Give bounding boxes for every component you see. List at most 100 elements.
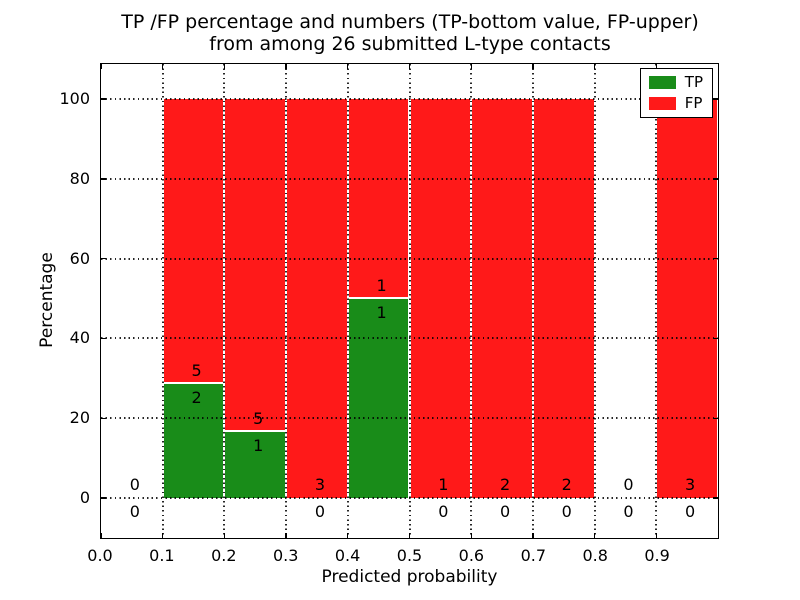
x-tick-label: 0.4: [334, 546, 361, 565]
tp-count-label: 0: [314, 502, 326, 521]
x-tick-label: 0.2: [211, 546, 237, 565]
y-tick-mark: [713, 417, 718, 419]
fp-count-label: 3: [314, 475, 326, 494]
x-tick-mark: [470, 64, 472, 69]
x-tick-label: 0.5: [396, 546, 423, 565]
x-tick-mark: [532, 64, 534, 69]
legend-label-tp: TP: [684, 73, 703, 91]
fp-count-label: 2: [499, 475, 511, 494]
tp-count-label: 0: [499, 502, 511, 521]
x-tick-mark: [347, 533, 349, 538]
fp-count-label: 1: [376, 275, 387, 295]
x-tick-mark: [470, 533, 472, 538]
y-tick-mark: [101, 337, 106, 340]
chart-title: TP /FP percentage and numbers (TP-bottom…: [90, 11, 730, 55]
legend-swatch-fp-icon: [648, 97, 676, 110]
y-tick-label: 60: [69, 248, 90, 268]
tp-count-label: 0: [438, 502, 449, 521]
gridline-vertical: [161, 64, 164, 538]
y-tick-mark: [101, 178, 106, 180]
legend: TP FP: [639, 68, 713, 118]
gridline-vertical: [223, 64, 226, 538]
tp-count-label: 0: [685, 502, 696, 521]
fp-count-label: 3: [685, 475, 696, 494]
y-tick-label: 40: [69, 328, 90, 348]
gridline-vertical: [655, 64, 658, 538]
y-tick-mark: [101, 98, 106, 100]
gridline-vertical: [531, 64, 534, 538]
bar-fp-segment: [410, 99, 471, 498]
y-tick-label: 100: [59, 89, 90, 108]
y-tick-mark: [101, 417, 106, 419]
x-tick-mark: [593, 64, 596, 69]
gridline-vertical: [593, 64, 596, 538]
y-tick-mark: [713, 337, 718, 340]
bar-fp-segment: [163, 99, 224, 382]
tp-count-label: 0: [129, 502, 140, 521]
fp-count-label: 5: [191, 361, 202, 380]
bar-tp-segment: [163, 384, 224, 498]
x-tick-mark: [347, 64, 349, 69]
fp-count-label: 5: [253, 408, 264, 428]
bar-tp-segment: [225, 431, 286, 498]
tp-count-label: 1: [376, 302, 387, 322]
x-tick-mark: [223, 64, 226, 69]
y-tick-mark: [713, 497, 718, 499]
bar-fp-segment: [225, 99, 286, 430]
y-tick-label: 0: [79, 488, 90, 507]
x-tick-label: 0.3: [272, 546, 299, 565]
fp-count-label: 1: [438, 475, 449, 494]
plot-area: 0 0 5 2 5 1 3 0 1 1 1 0 2 0 2 0 0 0 3 0 TP FP: [100, 63, 719, 539]
y-tick-label: 80: [69, 168, 90, 188]
x-tick-mark: [100, 64, 102, 69]
x-tick-mark: [285, 533, 287, 538]
legend-swatch-tp-icon: [648, 76, 676, 89]
x-tick-label: 0.7: [520, 546, 547, 565]
gridline-vertical: [285, 64, 288, 538]
x-axis-label: Predicted probability: [321, 567, 498, 587]
x-tick-mark: [223, 533, 226, 538]
gridline-vertical: [408, 64, 411, 538]
y-tick-mark: [713, 98, 718, 100]
x-tick-mark: [532, 533, 534, 538]
x-tick-label: 0.8: [582, 546, 608, 565]
y-tick-mark: [101, 257, 106, 260]
x-tick-mark: [655, 533, 657, 538]
y-tick-mark: [101, 497, 106, 499]
chart-title-line1: TP /FP percentage and numbers (TP-bottom…: [121, 11, 699, 33]
fp-count-label: 2: [561, 475, 572, 494]
y-tick-mark: [713, 178, 718, 180]
bar-fp-segment: [533, 99, 594, 498]
tp-count-label: 2: [191, 388, 202, 407]
x-tick-mark: [408, 64, 411, 69]
bar-fp-segment: [348, 99, 409, 297]
y-tick-label: 20: [69, 408, 90, 428]
x-tick-label: 0.0: [87, 546, 113, 565]
y-axis-label: Percentage: [37, 252, 57, 348]
bar-fp-segment: [657, 99, 717, 498]
chart-title-line2: from among 26 submitted L-type contacts: [209, 33, 611, 55]
x-tick-mark: [655, 64, 657, 69]
fp-count-label: 0: [129, 475, 140, 494]
fp-count-label: 0: [623, 475, 634, 494]
bar-fp-segment: [287, 99, 347, 498]
x-tick-label: 0.1: [149, 546, 175, 565]
x-tick-mark: [162, 533, 164, 538]
x-tick-mark: [285, 64, 287, 69]
x-tick-mark: [100, 533, 102, 538]
x-tick-mark: [408, 533, 411, 538]
x-tick-label: 0.9: [644, 546, 670, 565]
tp-count-label: 0: [623, 502, 634, 521]
x-tick-mark: [593, 533, 596, 538]
gridline-vertical: [346, 64, 349, 538]
tp-count-label: 0: [561, 502, 572, 521]
legend-label-fp: FP: [684, 94, 703, 112]
legend-entry-fp: FP: [648, 94, 703, 112]
gridline-vertical: [470, 64, 473, 538]
x-tick-label: 0.6: [458, 546, 485, 565]
tp-count-label: 1: [253, 435, 264, 455]
bar-fp-segment: [472, 99, 532, 498]
legend-entry-tp: TP: [648, 73, 703, 91]
x-tick-mark: [162, 64, 164, 69]
